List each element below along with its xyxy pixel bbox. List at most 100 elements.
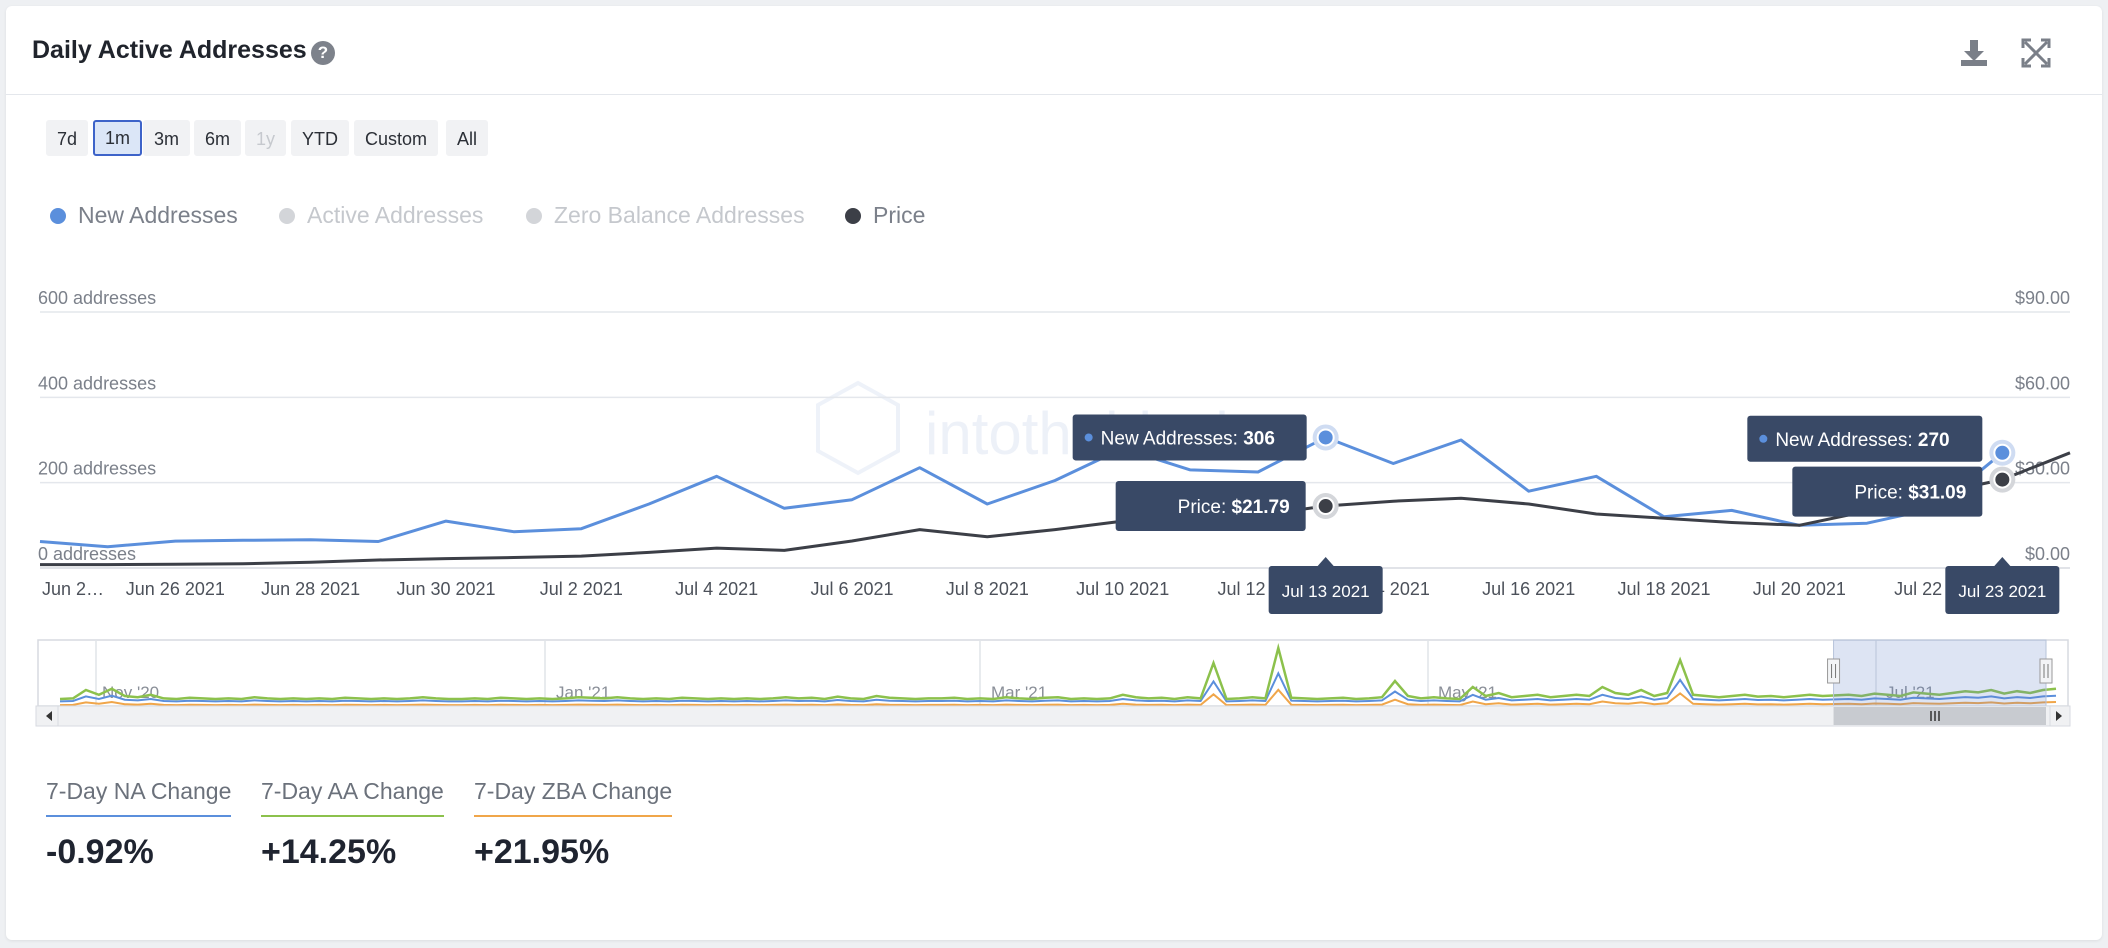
legend-item-active-addresses[interactable]: Active Addresses <box>279 200 483 230</box>
tooltip-bullet-icon <box>1759 434 1768 443</box>
tooltip-value: 270 <box>1918 430 1950 451</box>
y-axis-left-label: 400 addresses <box>38 373 156 393</box>
tooltip-new-addresses-text: New Addresses: 270 <box>1775 430 1949 451</box>
range-button-all[interactable]: All <box>446 120 489 156</box>
tooltip-value: 306 <box>1243 428 1275 449</box>
navigator-window <box>1833 639 2047 707</box>
navigator-series-zero-balance <box>59 688 2057 707</box>
x-axis-label: Jul 8 2021 <box>946 579 1029 599</box>
stat-label: 7-Day AA Change <box>261 778 444 817</box>
navigator-series-new <box>59 670 2057 703</box>
y-axis-left-label: 0 addresses <box>38 544 136 564</box>
page-title: Daily Active Addresses <box>32 36 307 64</box>
range-button-7d[interactable]: 7d <box>46 120 89 156</box>
tooltip-marker-price <box>1316 497 1335 516</box>
scrollbar-track <box>35 705 2071 727</box>
navigator-handle[interactable] <box>1827 658 1841 684</box>
x-axis-label: Jun 2… <box>42 579 104 599</box>
y-axis-right-label: $90.00 <box>2015 288 2070 308</box>
scroll-right-arrow-icon <box>2056 711 2062 721</box>
range-button-3m[interactable]: 3m <box>143 120 191 156</box>
stat-label: 7-Day NA Change <box>46 778 232 817</box>
x-axis-label: Jul 6 2021 <box>810 579 893 599</box>
fullscreen-icon[interactable] <box>2019 36 2053 70</box>
download-icon[interactable] <box>1957 36 1991 70</box>
tooltip-price <box>1115 481 1306 532</box>
stat-value: +14.25% <box>261 833 397 871</box>
legend-label: Price <box>873 202 926 228</box>
tooltip-price-text: Price: $31.09 <box>1854 483 1966 504</box>
navigator-series-active <box>59 643 2057 701</box>
tooltip-date-pointer <box>1994 557 2011 566</box>
y-axis-right-label: $30.00 <box>2015 459 2070 479</box>
tooltip-marker-new-addresses <box>1316 428 1335 447</box>
tooltip-price-text: Price: $21.79 <box>1178 497 1290 518</box>
legend-dot-icon <box>279 208 295 224</box>
stat-block: 7-Day NA Change -0.92% <box>46 778 232 872</box>
tooltip-marker-price <box>1993 470 2012 489</box>
card-header: Daily Active Addresses ? <box>6 6 2102 95</box>
tooltip-bullet-icon <box>1084 433 1093 442</box>
x-axis-label: Jun 28 2021 <box>261 579 360 599</box>
navigator-handle-grip <box>1827 658 1841 684</box>
tooltip-date <box>1945 566 2060 614</box>
range-button-ytd[interactable]: YTD <box>291 120 349 156</box>
x-axis-label: Jul 2 2021 <box>540 579 623 599</box>
legend-dot-icon <box>845 208 861 224</box>
legend-dot-icon <box>50 208 66 224</box>
legend-item-new-addresses[interactable]: New Addresses <box>50 200 238 230</box>
stat-block: 7-Day ZBA Change +21.95% <box>474 778 673 872</box>
x-axis-label: Jun 26 2021 <box>126 579 225 599</box>
tooltip-date-text: Jul 13 2021 <box>1282 582 1370 601</box>
tooltip-date-pointer <box>1317 557 1334 566</box>
navigator-handle-grip <box>2039 658 2053 684</box>
stat-block: 7-Day AA Change +14.25% <box>261 778 444 872</box>
scroll-left-arrow-icon <box>46 711 52 721</box>
tooltip-label: New Addresses: <box>1775 430 1918 451</box>
series-line-price <box>40 451 2071 567</box>
y-axis-left-label: 600 addresses <box>38 288 156 308</box>
y-axis-left-label: 200 addresses <box>38 459 156 479</box>
tooltip-value: $21.79 <box>1232 497 1290 518</box>
range-button-6m[interactable]: 6m <box>194 120 242 156</box>
navigator-scrollbar[interactable] <box>35 705 2071 727</box>
stat-label: 7-Day ZBA Change <box>474 778 673 817</box>
tooltip-new-addresses <box>1747 415 1983 462</box>
watermark-logo-icon <box>816 380 900 476</box>
tooltip-value: $31.09 <box>1908 483 1966 504</box>
x-axis-label: Jul 10 2021 <box>1076 579 1169 599</box>
range-button-1y: 1y <box>245 120 287 156</box>
y-axis-right-label: $60.00 <box>2015 373 2070 393</box>
stat-value: +21.95% <box>474 833 610 871</box>
tooltip-date-text: Jul 23 2021 <box>1958 582 2046 601</box>
x-axis-label: Jun 30 2021 <box>396 579 495 599</box>
legend-label: Active Addresses <box>307 202 484 228</box>
help-icon[interactable]: ? <box>311 41 335 65</box>
legend-item-price[interactable]: Price <box>845 200 925 230</box>
legend-label: New Addresses <box>78 202 238 228</box>
range-button-custom[interactable]: Custom <box>354 120 439 156</box>
x-axis-label: Jul 18 2021 <box>1617 579 1710 599</box>
stat-value: -0.92% <box>46 833 154 871</box>
legend-label: Zero Balance Addresses <box>554 202 805 228</box>
tooltip-label: New Addresses: <box>1101 428 1244 449</box>
scrollbar-thumb <box>1833 707 2046 725</box>
tooltip-new-addresses-text: New Addresses: 306 <box>1101 428 1275 449</box>
series-line-new-addresses <box>39 435 2004 549</box>
x-axis-label: Jul 20 2021 <box>1753 579 1846 599</box>
x-axis-label: Jul 4 2021 <box>675 579 758 599</box>
tooltip-date <box>1268 566 1383 614</box>
legend-dot-icon <box>526 208 542 224</box>
navigator-handle[interactable] <box>2039 658 2053 684</box>
legend-item-zero-balance-addresses[interactable]: Zero Balance Addresses <box>526 200 805 230</box>
tooltip-label: Price: <box>1178 497 1232 518</box>
tooltip-label: Price: <box>1854 483 1908 504</box>
tooltip-marker-new-addresses <box>1993 443 2012 462</box>
tooltip-price <box>1792 466 1983 517</box>
y-axis-right-label: $0.00 <box>2025 544 2070 564</box>
chart-card: Daily Active Addresses ? <box>6 6 2102 940</box>
range-button-1m[interactable]: 1m <box>93 120 143 156</box>
tooltip-new-addresses <box>1072 414 1307 461</box>
x-axis-label: Jul 16 2021 <box>1482 579 1575 599</box>
